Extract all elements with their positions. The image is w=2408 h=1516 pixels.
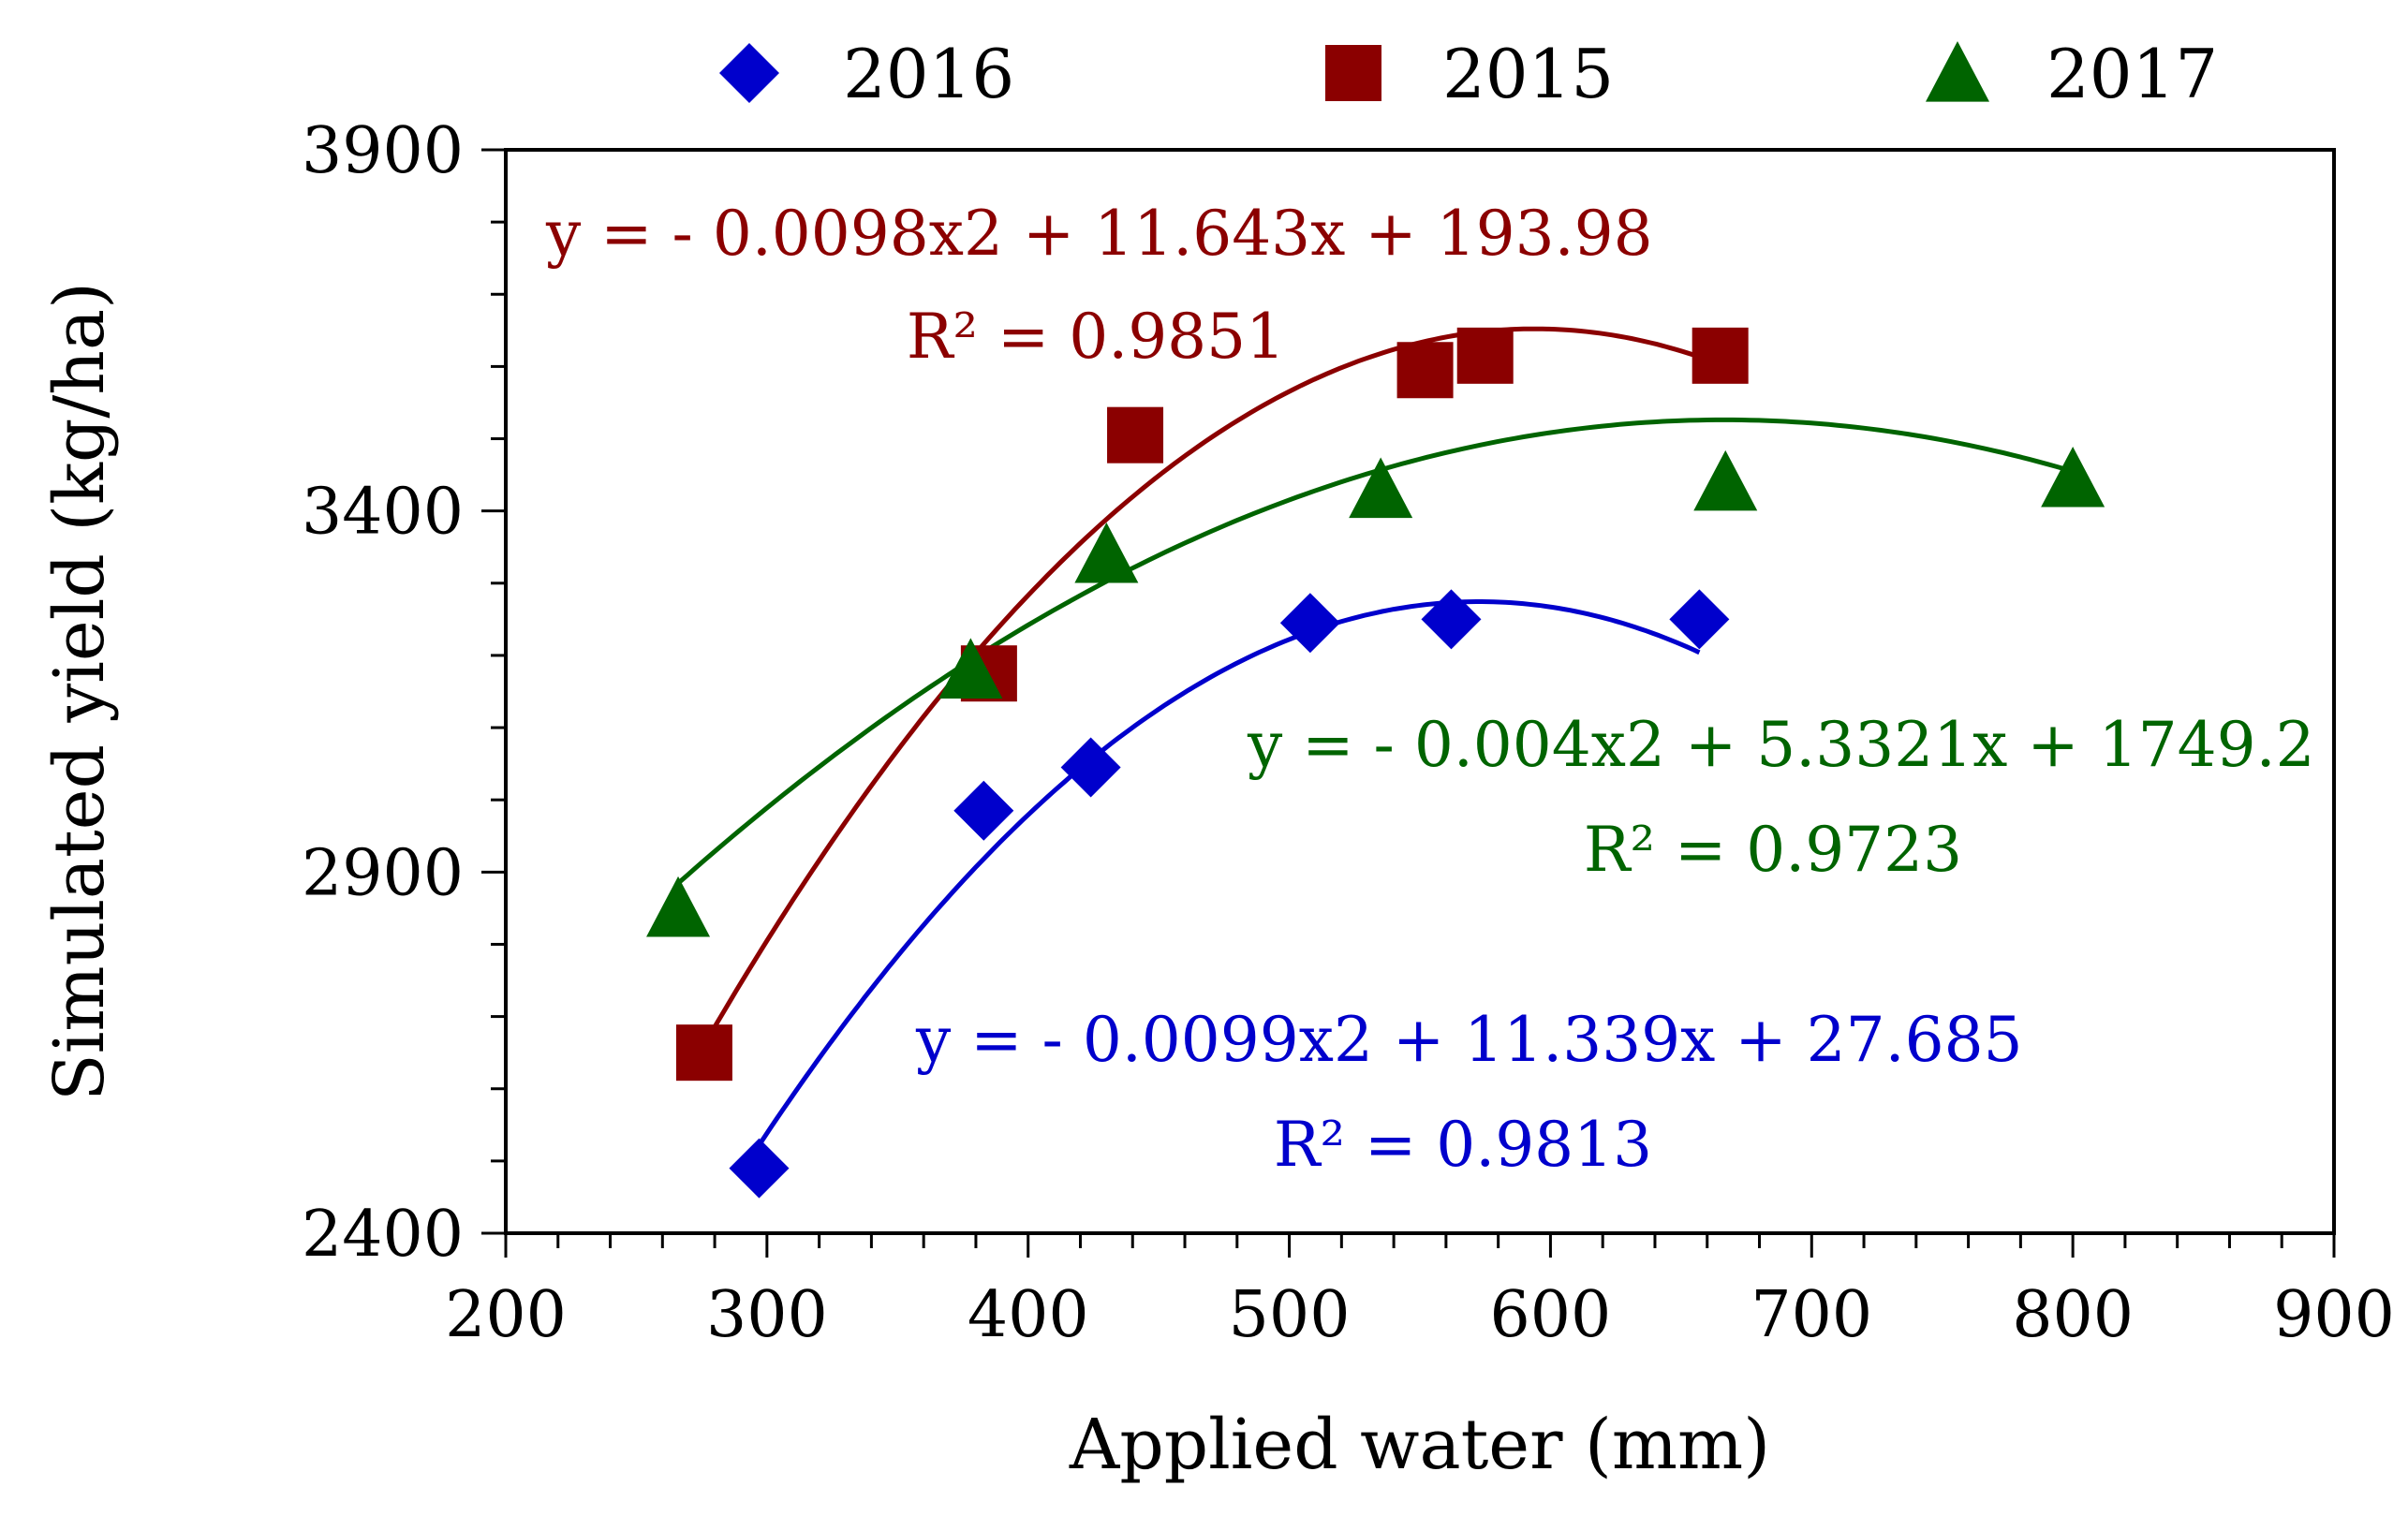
point-2016 [1279,593,1340,654]
y-tick-label: 2900 [302,836,464,910]
point-2015 [1692,327,1749,384]
point-2016 [1060,737,1121,798]
point-2017 [1074,522,1139,583]
y-tick-label: 3900 [302,114,464,188]
point-2016 [729,1138,790,1199]
y-tick-label: 3400 [302,476,464,550]
x-axis-title: Applied water (mm) [1069,1405,1770,1485]
trendline-equation-2015: y = - 0.0098x2 + 11.643x + 193.98 [545,198,1653,270]
point-2015 [1396,342,1454,399]
point-2017 [1693,449,1758,511]
x-tick-label: 600 [1490,1278,1612,1352]
x-tick-label: 200 [445,1278,567,1352]
r-squared-2017: R² = 0.9723 [1584,814,1962,886]
point-2016 [1421,589,1482,650]
trendline-equation-2016: y = - 0.0099x2 + 11.339x + 27.685 [915,1004,2023,1076]
r-squared-2015: R² = 0.9851 [907,301,1285,373]
r-squared-2016: R² = 0.9813 [1274,1109,1652,1181]
point-2016 [953,780,1014,841]
trendline-2015 [702,326,1721,1046]
x-tick-label: 400 [968,1278,1089,1352]
x-tick-label: 300 [706,1278,828,1352]
legend-marker-2016 [719,43,779,103]
point-2015 [675,1024,732,1082]
x-tick-label: 700 [1751,1278,1872,1352]
point-2016 [1669,589,1730,650]
legend-label-2015: 2015 [1442,35,1614,113]
x-tick-label: 500 [1229,1278,1351,1352]
trendline-2016 [757,599,1701,1147]
legend-marker-2017 [1926,41,1989,102]
x-tick-label: 800 [2012,1278,2134,1352]
legend-label-2016: 2016 [843,35,1014,113]
point-2017 [646,876,711,937]
point-2015 [1107,406,1164,464]
trendline-equation-2017: y = - 0.004x2 + 5.3321x + 1749.2 [1247,709,2315,781]
point-2017 [938,638,1003,699]
y-axis-title: Simulated yield (kg/ha) [39,282,120,1101]
legend-marker-2015 [1325,45,1381,101]
point-2017 [1349,457,1413,519]
y-tick-label: 2400 [302,1198,464,1272]
legend-label-2017: 2017 [2046,35,2218,113]
plot-frame [504,148,2336,1235]
point-2017 [2041,446,2105,508]
point-2015 [1456,327,1514,384]
x-tick-label: 900 [2273,1278,2395,1352]
